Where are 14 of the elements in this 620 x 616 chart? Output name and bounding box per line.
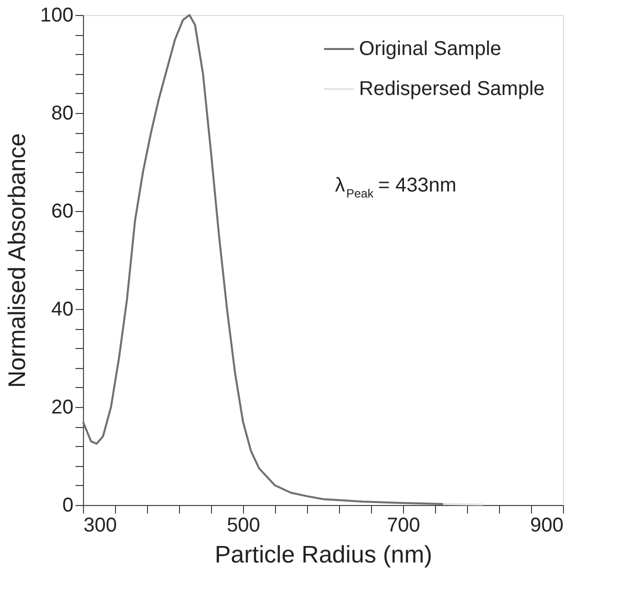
x-tick-label: 300 xyxy=(84,514,117,536)
x-tick-label: 700 xyxy=(386,514,420,536)
y-tick-label: 0 xyxy=(62,494,74,516)
x-tick-label: 500 xyxy=(226,514,260,536)
y-tick-label: 40 xyxy=(51,298,74,320)
y-tick-label: 80 xyxy=(51,102,74,124)
y-tick-label: 60 xyxy=(51,200,74,222)
y-axis-title: Normalised Absorbance xyxy=(4,133,32,388)
legend-label: Redispersed Sample xyxy=(359,78,545,100)
x-axis-title: Particle Radius (nm) xyxy=(214,542,432,568)
y-tick-label: 100 xyxy=(40,4,74,26)
x-tick-label: 900 xyxy=(530,514,564,536)
legend-label: Original Sample xyxy=(359,38,502,60)
y-tick-label: 20 xyxy=(51,396,74,418)
